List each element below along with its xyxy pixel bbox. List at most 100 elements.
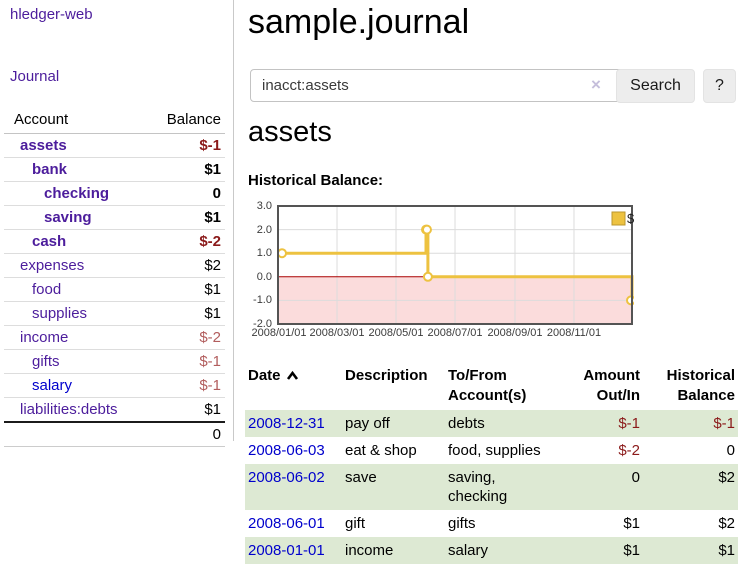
search-input[interactable] <box>250 69 635 102</box>
account-link[interactable]: checking <box>44 185 109 202</box>
chart-plot-area: $ <box>277 205 634 325</box>
transaction-row: 2008-01-01incomesalary$1$1 <box>245 537 738 564</box>
transaction-description: gift <box>342 510 445 537</box>
account-balance: $1 <box>144 206 225 230</box>
data-point-marker <box>424 273 432 281</box>
account-balance: $-2 <box>144 230 225 254</box>
account-balance: $1 <box>144 158 225 182</box>
transaction-description: save <box>342 464 445 510</box>
x-axis-tick-label: 2008/09/01 <box>487 327 542 339</box>
x-axis-tick-label: 2008/07/01 <box>427 327 482 339</box>
account-balance: $1 <box>144 278 225 302</box>
register-table-header: Date Description To/FromAccount(s) Amoun… <box>245 362 738 410</box>
account-link[interactable]: gifts <box>32 353 60 370</box>
transaction-description: pay off <box>342 410 445 437</box>
transaction-date-link[interactable]: 2008-06-02 <box>248 469 325 486</box>
account-balance: $-1 <box>144 374 225 398</box>
transaction-accounts: debts <box>445 410 557 437</box>
x-axis-tick-label: 2008/11/01 <box>547 327 601 339</box>
transaction-balance: $2 <box>643 464 738 510</box>
amount-column-header: AmountOut/In <box>557 362 643 410</box>
description-column-header: Description <box>342 362 445 410</box>
legend-swatch <box>612 212 625 225</box>
page-title: sample.journal <box>248 0 469 44</box>
balance-column-header: HistoricalBalance <box>643 362 738 410</box>
account-balance: $2 <box>144 254 225 278</box>
transaction-date-link[interactable]: 2008-01-01 <box>248 542 325 559</box>
y-axis-tick-label: -1.0 <box>244 293 272 307</box>
account-row: saving $1 <box>4 206 225 230</box>
account-row: checking 0 <box>4 182 225 206</box>
historical-balance-chart: $ 3.02.01.00.0-1.0-2.02008/01/012008/03/… <box>244 200 738 350</box>
account-row: income $-2 <box>4 326 225 350</box>
account-link[interactable]: salary <box>32 377 72 394</box>
transaction-description: eat & shop <box>342 437 445 464</box>
transaction-amount: $1 <box>557 537 643 564</box>
sidebar-item-journal[interactable]: Journal <box>10 68 59 85</box>
transaction-date-link[interactable]: 2008-12-31 <box>248 415 325 432</box>
date-column-header[interactable]: Date <box>245 362 342 410</box>
transaction-balance: 0 <box>643 437 738 464</box>
account-balance: 0 <box>144 182 225 206</box>
account-link[interactable]: expenses <box>20 257 84 274</box>
legend-label: $ <box>627 211 634 226</box>
account-row: food $1 <box>4 278 225 302</box>
transaction-date-link[interactable]: 2008-06-03 <box>248 442 325 459</box>
transaction-description: income <box>342 537 445 564</box>
transaction-amount: $-2 <box>557 437 643 464</box>
account-link[interactable]: income <box>20 329 68 346</box>
data-point-marker <box>423 226 431 234</box>
transaction-row: 2008-12-31pay offdebts$-1$-1 <box>245 410 738 437</box>
transaction-amount: $1 <box>557 510 643 537</box>
account-balance: $1 <box>144 398 225 423</box>
account-balance: $-1 <box>144 350 225 374</box>
y-axis-tick-label: 3.0 <box>244 199 272 213</box>
account-link[interactable]: food <box>32 281 61 298</box>
transaction-date-link[interactable]: 2008-06-01 <box>248 515 325 532</box>
app-brand-link[interactable]: hledger-web <box>10 6 93 23</box>
account-link[interactable]: assets <box>20 137 67 154</box>
transaction-balance: $-1 <box>643 410 738 437</box>
accounts-total-row: 0 <box>4 422 225 447</box>
x-axis-tick-label: 2008/01/01 <box>251 327 306 339</box>
account-link[interactable]: saving <box>44 209 92 226</box>
data-point-marker <box>278 249 286 257</box>
account-row: cash $-2 <box>4 230 225 254</box>
y-axis-tick-label: 1.0 <box>244 246 272 260</box>
x-axis-tick-label: 2008/05/01 <box>368 327 423 339</box>
transaction-accounts: gifts <box>445 510 557 537</box>
account-link[interactable]: bank <box>32 161 67 178</box>
search-button[interactable]: Search <box>616 69 695 103</box>
clear-search-icon[interactable]: × <box>591 75 601 95</box>
transaction-row: 2008-06-02savesaving, checking0$2 <box>245 464 738 510</box>
account-row: assets$-1 <box>4 134 225 158</box>
account-row: gifts $-1 <box>4 350 225 374</box>
y-axis-tick-label: 2.0 <box>244 223 272 237</box>
tofrom-column-header: To/FromAccount(s) <box>445 362 557 410</box>
accounts-total-value: 0 <box>144 422 225 447</box>
account-balance: $1 <box>144 302 225 326</box>
transaction-balance: $2 <box>643 510 738 537</box>
balance-column-header: Balance <box>144 108 225 134</box>
account-row: salary $-1 <box>4 374 225 398</box>
transaction-row: 2008-06-03eat & shopfood, supplies$-20 <box>245 437 738 464</box>
account-heading: assets <box>248 116 332 149</box>
sort-ascending-icon <box>286 367 299 387</box>
accounts-table-header: Account Balance <box>4 108 225 134</box>
account-row: expenses $2 <box>4 254 225 278</box>
account-link[interactable]: supplies <box>32 305 87 322</box>
account-link[interactable]: cash <box>32 233 66 250</box>
chart-title: Historical Balance: <box>248 172 383 189</box>
transaction-accounts: saving, checking <box>445 464 557 510</box>
account-balance: $-2 <box>144 326 225 350</box>
transaction-amount: $-1 <box>557 410 643 437</box>
account-row: supplies $1 <box>4 302 225 326</box>
account-row: bank $1 <box>4 158 225 182</box>
transaction-row: 2008-06-01 giftgifts$1$2 <box>245 510 738 537</box>
account-link[interactable]: liabilities:debts <box>20 401 118 418</box>
transaction-balance: $1 <box>643 537 738 564</box>
transaction-accounts: salary <box>445 537 557 564</box>
help-button[interactable]: ? <box>703 69 736 103</box>
x-axis-tick-label: 2008/03/01 <box>309 327 364 339</box>
accounts-balance-table: Account Balance assets$-1bank$1checking0… <box>4 108 225 447</box>
